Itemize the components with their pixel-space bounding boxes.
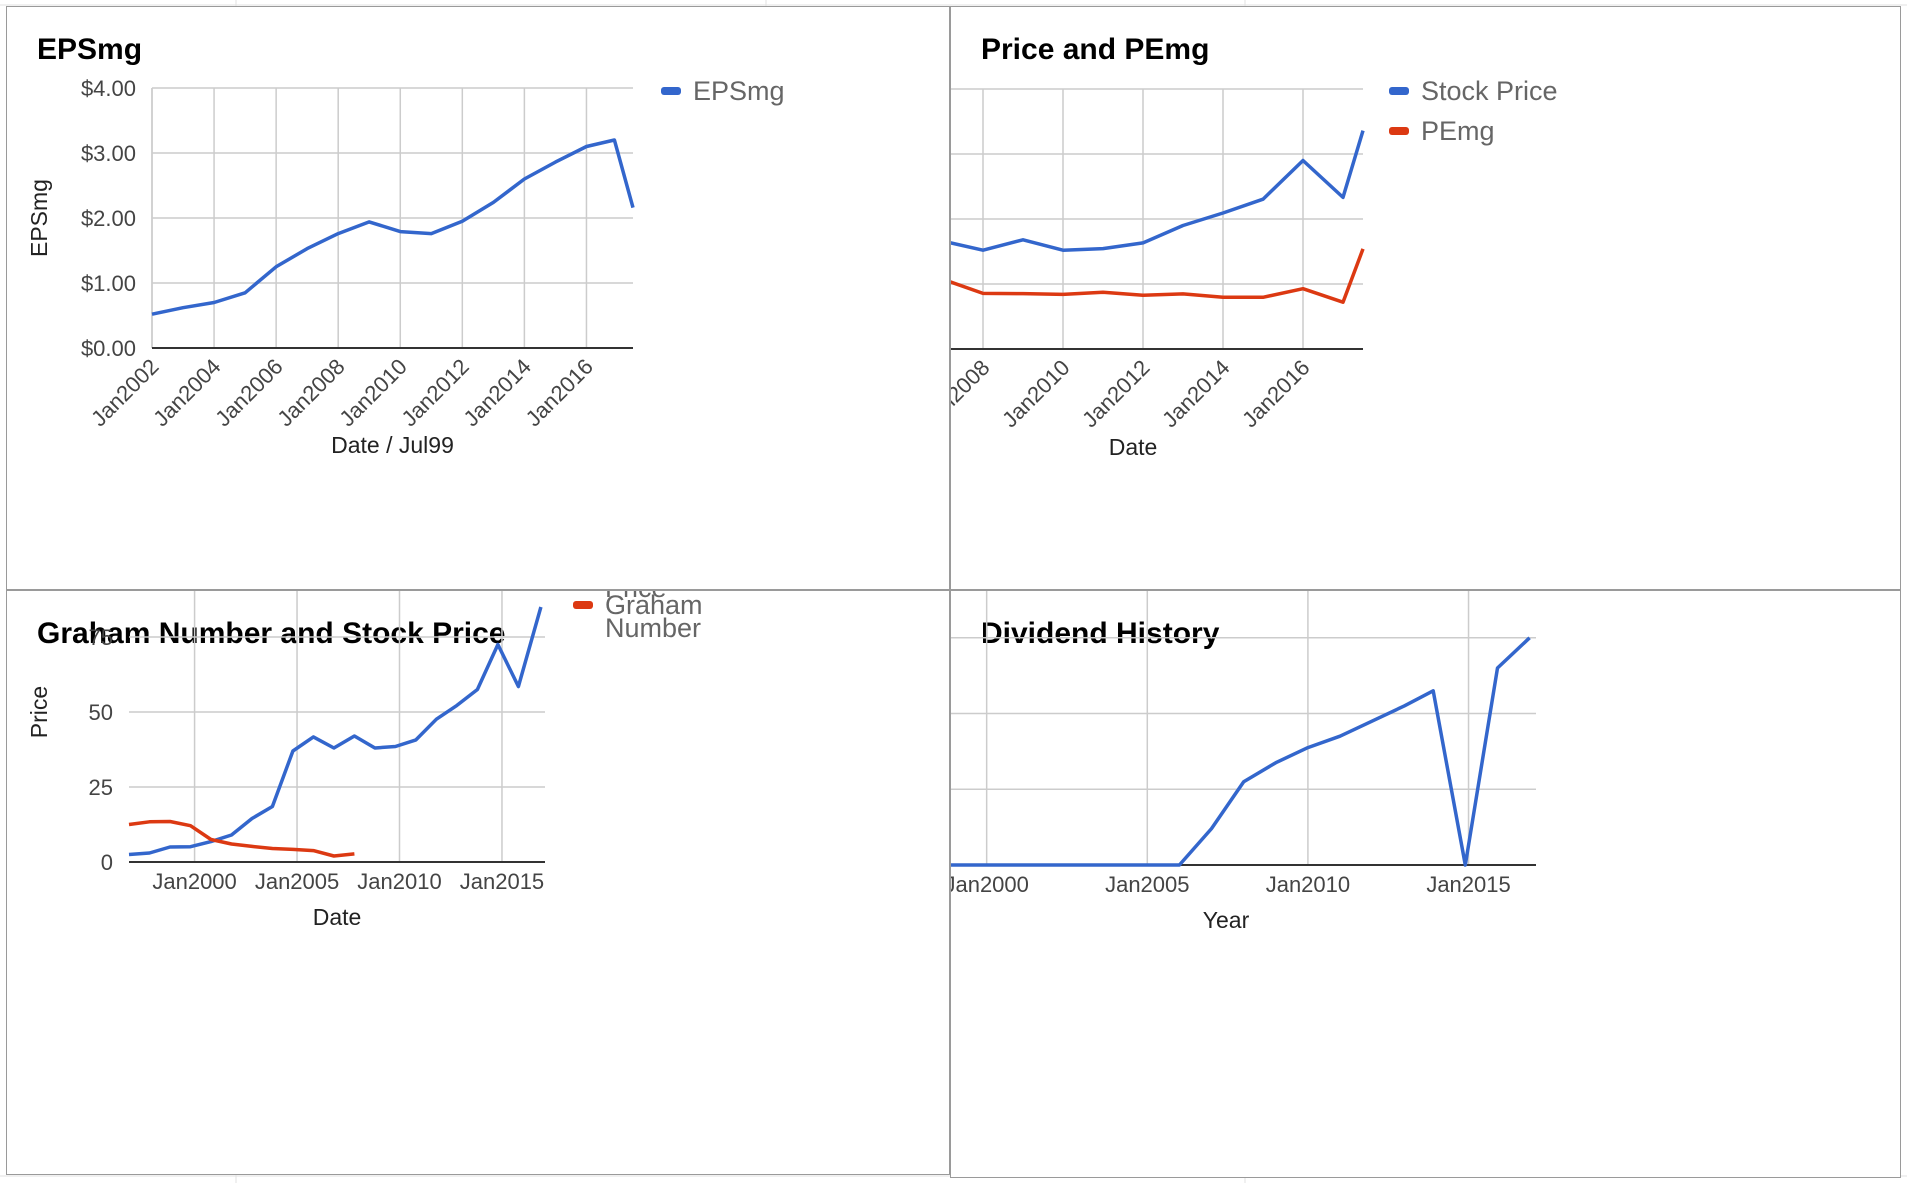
x-tick-label: Jan2005 bbox=[1105, 872, 1189, 897]
y-tick-label: 50 bbox=[89, 700, 113, 725]
x-tick-label: Jan2000 bbox=[951, 872, 1029, 897]
x-axis-label: Date bbox=[1109, 434, 1158, 460]
y-tick-label: $2.00 bbox=[81, 206, 136, 231]
y-tick-label: $1.00 bbox=[81, 271, 136, 296]
y-tick-label: $0.00 bbox=[81, 336, 136, 361]
legend-swatch bbox=[1389, 127, 1409, 135]
dividend-chart-svg: $0.00$0.10$0.20$0.30$0.40Jan2000Jan2005J… bbox=[951, 591, 1536, 933]
chart-title: EPSmg bbox=[37, 33, 143, 66]
chart-title: Price and PEmg bbox=[981, 33, 1210, 66]
price-pemg-chart-svg: 0255075100Jan2006Jan2008Jan2010Jan2012Ja… bbox=[951, 76, 1558, 460]
x-tick-label: Jan2005 bbox=[255, 869, 339, 894]
legend-label: EPSmg bbox=[693, 76, 785, 106]
x-tick-label: Jan2015 bbox=[1426, 872, 1510, 897]
chart-price-and-pemg[interactable]: Price and PEmg 0255075100Jan2006Jan2008J… bbox=[950, 6, 1901, 590]
x-tick-label: Jan2015 bbox=[460, 869, 544, 894]
chart-graham-number-and-stock-price[interactable]: Graham Number and Stock Price 0255075100… bbox=[6, 590, 950, 1175]
y-tick-label: 75 bbox=[89, 625, 113, 650]
x-axis-label: Date bbox=[313, 904, 362, 930]
x-tick-label: Jan2002 bbox=[86, 354, 163, 431]
legend-swatch bbox=[1389, 87, 1409, 95]
legend-swatch bbox=[573, 601, 593, 609]
x-tick-label: Jan2008 bbox=[272, 354, 349, 431]
x-tick-label: Jan2000 bbox=[152, 869, 236, 894]
legend-label: PEmg bbox=[1421, 116, 1495, 146]
x-tick-label: Jan2014 bbox=[1157, 355, 1234, 432]
x-tick-label: Jan2010 bbox=[997, 355, 1074, 432]
x-tick-label: Jan2012 bbox=[396, 354, 473, 431]
x-axis-label: Year bbox=[1203, 907, 1250, 933]
x-tick-label: Jan2010 bbox=[357, 869, 441, 894]
x-tick-label: Jan2008 bbox=[951, 355, 995, 432]
legend-label: Graham bbox=[605, 591, 703, 620]
x-tick-label: Jan2016 bbox=[521, 354, 598, 431]
y-tick-label: 25 bbox=[89, 775, 113, 800]
legend-label: Stock Price bbox=[1421, 76, 1558, 106]
series-line-epsmg bbox=[151, 138, 635, 316]
chart-title: Graham Number and Stock Price bbox=[37, 617, 506, 650]
y-axis-label: Price bbox=[26, 686, 52, 738]
y-tick-label: 0 bbox=[101, 850, 113, 875]
x-tick-label: Jan2010 bbox=[1266, 872, 1350, 897]
y-tick-label: $3.00 bbox=[81, 141, 136, 166]
legend-label: Number bbox=[605, 613, 701, 643]
graham-chart-svg: 0255075100Jan2000Jan2005Jan2010Jan2015Da… bbox=[26, 591, 703, 930]
x-tick-label: Jan2012 bbox=[1077, 355, 1154, 432]
x-tick-label: Jan2006 bbox=[210, 354, 287, 431]
series-line-stock-price bbox=[128, 606, 543, 857]
y-axis-label: EPSmg bbox=[26, 179, 52, 257]
chart-epsmg[interactable]: EPSmg $0.00 $1.00 $2.00 $3.00 $4.00 Jan2002 Ja… bbox=[6, 6, 950, 590]
series-line-stock-price bbox=[951, 130, 1365, 252]
legend-label: Price bbox=[605, 591, 667, 603]
x-tick-label: Jan2004 bbox=[148, 354, 225, 431]
epsmg-chart-svg: $0.00$1.00$2.00$3.00$4.00Jan2002Jan2004J… bbox=[26, 76, 785, 458]
chart-title: Dividend History bbox=[981, 617, 1220, 650]
series-line-pemg bbox=[951, 248, 1365, 304]
series-line-dividend bbox=[951, 636, 1531, 867]
x-tick-label: Jan2010 bbox=[334, 354, 411, 431]
x-tick-label: Jan2016 bbox=[1237, 355, 1314, 432]
y-tick-label: $4.00 bbox=[81, 76, 136, 101]
x-tick-label: Jan2014 bbox=[459, 354, 536, 431]
x-axis-label: Date / Jul99 bbox=[331, 432, 454, 458]
series-line-graham-number bbox=[128, 819, 355, 858]
chart-dividend-history[interactable]: Dividend History $0.00$0.10$0.20$0.30$0.… bbox=[950, 590, 1901, 1178]
legend-swatch bbox=[661, 87, 681, 95]
